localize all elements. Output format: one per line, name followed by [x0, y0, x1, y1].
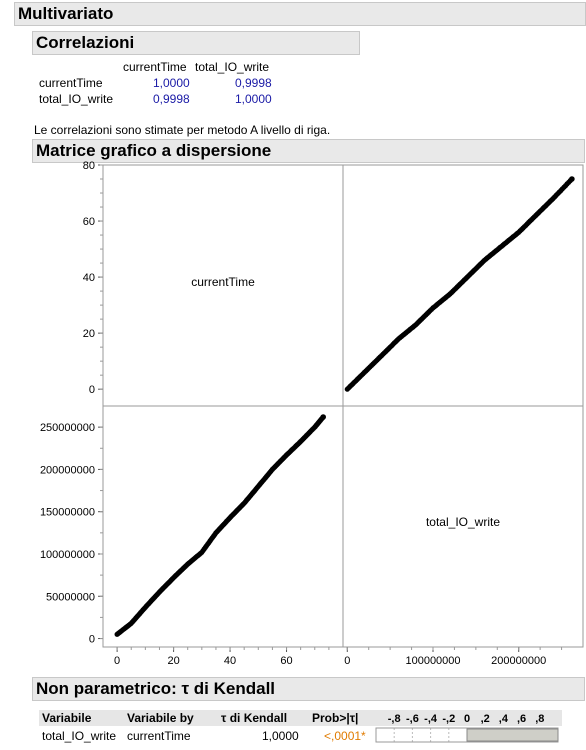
y-tick-label-bottom-5: 250000000: [40, 422, 95, 434]
y-tick-label-bottom-0: 0: [89, 634, 95, 646]
y-tick-label-top-0: 0: [89, 384, 95, 396]
x-tick-label-left-2: 40: [224, 655, 236, 667]
corr-cell-2-2: 1,0000: [235, 92, 272, 106]
kendall-bar-tick-8: ,8: [535, 713, 544, 725]
x-tick-label-left-0: 0: [114, 655, 120, 667]
correlations-header[interactable]: Correlazioni: [32, 31, 360, 55]
kendall-bar-tick-5: ,2: [481, 713, 490, 725]
kendall-row-by: currentTime: [127, 729, 191, 743]
y-tick-label-bottom-1: 50000000: [46, 591, 95, 603]
corr-cell-2-1: 0,9998: [153, 92, 190, 106]
section-header-multivariato[interactable]: Multivariato: [14, 2, 586, 26]
kendall-row-tau: 1,0000: [262, 729, 299, 743]
y-tick-label-top-2: 40: [83, 272, 95, 284]
kendall-bar-header-bg: [372, 710, 562, 726]
corr-col-header-1: currentTime: [123, 60, 187, 74]
y-tick-label-top-1: 20: [83, 328, 95, 340]
kendall-bar-fill: [466, 728, 559, 742]
y-tick-label-bottom-2: 100000000: [40, 549, 95, 561]
x-tick-label-right-0: 0: [344, 655, 350, 667]
scatter-point-bottom-left: [320, 414, 327, 420]
kendall-row-prob: <,0001*: [324, 729, 366, 743]
kendall-col-prob: Prob>|τ|: [312, 710, 359, 726]
kendall-col-variabile-by: Variabile by: [127, 710, 194, 726]
scatter-point-top-right: [569, 176, 575, 182]
kendall-header[interactable]: Non parametrico: τ di Kendall: [32, 677, 585, 701]
section-title: Multivariato: [18, 4, 114, 23]
x-tick-label-left-3: 60: [280, 655, 292, 667]
correlations-title: Correlazioni: [36, 33, 135, 52]
kendall-bar-tick-0: -,8: [388, 713, 401, 725]
scatter-matrix-plot: 0204060800500000001000000001500000002000…: [40, 160, 584, 667]
diag-label-total-io-write: total_IO_write: [426, 515, 500, 529]
kendall-bar-tick-7: ,6: [517, 713, 526, 725]
corr-cell-1-1: 1,0000: [153, 76, 190, 90]
kendall-bar-tick-1: -,6: [406, 713, 419, 725]
y-tick-label-bottom-3: 150000000: [40, 507, 95, 519]
kendall-bar-tick-6: ,4: [499, 713, 509, 725]
kendall-bar-chart: -,8 -,6 -,4 -,2 0 ,2 ,4 ,6 ,8: [372, 710, 562, 743]
kendall-bar-tick-4: 0: [464, 713, 470, 725]
kendall-col-tau: τ di Kendall: [221, 710, 288, 726]
kendall-title: Non parametrico: τ di Kendall: [36, 679, 276, 698]
diag-label-currenttime: currentTime: [191, 275, 255, 289]
y-tick-label-bottom-4: 200000000: [40, 464, 95, 476]
kendall-col-variabile: Variabile: [42, 710, 92, 726]
kendall-bar-tick-2: -,4: [424, 713, 438, 725]
kendall-row-variable: total_IO_write: [42, 729, 117, 743]
corr-row-label-2: total_IO_write: [39, 92, 114, 106]
scatter-matrix-header[interactable]: Matrice grafico a dispersione: [32, 139, 585, 163]
y-tick-label-top-4: 80: [83, 160, 95, 172]
corr-col-header-2: total_IO_write: [195, 60, 270, 74]
x-tick-label-left-1: 20: [167, 655, 179, 667]
corr-cell-1-2: 0,9998: [235, 76, 272, 90]
y-tick-label-top-3: 60: [83, 216, 95, 228]
correlations-note: Le correlazioni sono stimate per metodo …: [34, 123, 331, 137]
scatter-matrix-title: Matrice grafico a dispersione: [36, 141, 272, 160]
corr-row-label-1: currentTime: [39, 76, 103, 90]
kendall-bar-tick-3: -,2: [442, 713, 455, 725]
x-tick-label-right-2: 200000000: [491, 655, 546, 667]
x-tick-label-right-1: 100000000: [405, 655, 460, 667]
